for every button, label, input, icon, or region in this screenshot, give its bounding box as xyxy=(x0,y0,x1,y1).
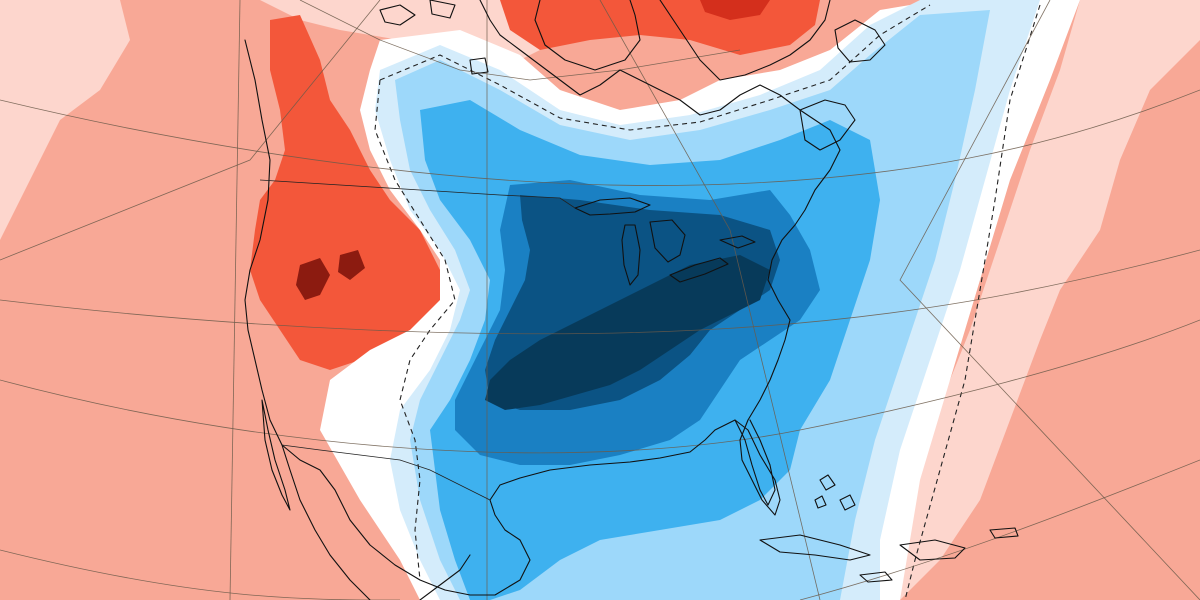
warm-light-patch-west xyxy=(0,0,130,240)
warm-peak-patch-canada xyxy=(700,0,770,20)
lake-erie xyxy=(669,257,729,283)
graticule-parallel-5 xyxy=(799,459,1200,600)
lake-huron xyxy=(649,219,686,263)
warm-peak-patch-west-2 xyxy=(338,250,365,280)
graticule-meridian-3 xyxy=(599,0,821,600)
lake-superior xyxy=(574,197,651,216)
border-us-canada xyxy=(259,179,576,209)
arctic-island-1 xyxy=(379,4,416,26)
caribbean-islands xyxy=(759,474,1019,583)
lake-michigan xyxy=(621,224,641,286)
graticule-meridian-4 xyxy=(229,0,241,600)
warm-light-patch-atlantic xyxy=(820,0,1200,600)
warm-peak-patch-west xyxy=(296,258,330,300)
island-jamaica xyxy=(859,571,893,583)
islands-bahamas xyxy=(814,474,856,511)
graticule-meridian-1 xyxy=(299,0,741,81)
coastline-newfoundland xyxy=(834,19,886,63)
arctic-island-3 xyxy=(469,57,489,75)
island-puerto-rico xyxy=(989,527,1019,539)
island-cuba xyxy=(759,534,871,561)
coastline-north-america xyxy=(244,0,841,596)
island-hispaniola xyxy=(899,539,966,561)
graticule-parallel-2 xyxy=(0,249,1200,335)
border-us-mexico xyxy=(281,444,491,501)
graticule-meridian-6 xyxy=(899,0,1200,600)
great-lakes xyxy=(574,197,756,286)
coastline-labrador xyxy=(659,0,831,81)
coastline-mexico xyxy=(281,444,471,600)
lake-ontario xyxy=(719,235,756,249)
arctic-islands xyxy=(379,0,489,75)
coastline-florida xyxy=(734,419,776,506)
coastline-hudson-bay xyxy=(534,0,641,71)
coastline-baja xyxy=(261,399,291,511)
graticule-meridian-5 xyxy=(0,0,381,261)
graticule-parallel-3 xyxy=(0,319,1200,454)
coastline-nova-scotia xyxy=(799,99,856,151)
arctic-island-2 xyxy=(429,0,456,19)
zero-contour xyxy=(374,4,1041,600)
graticule-parallel-1 xyxy=(0,89,1200,186)
